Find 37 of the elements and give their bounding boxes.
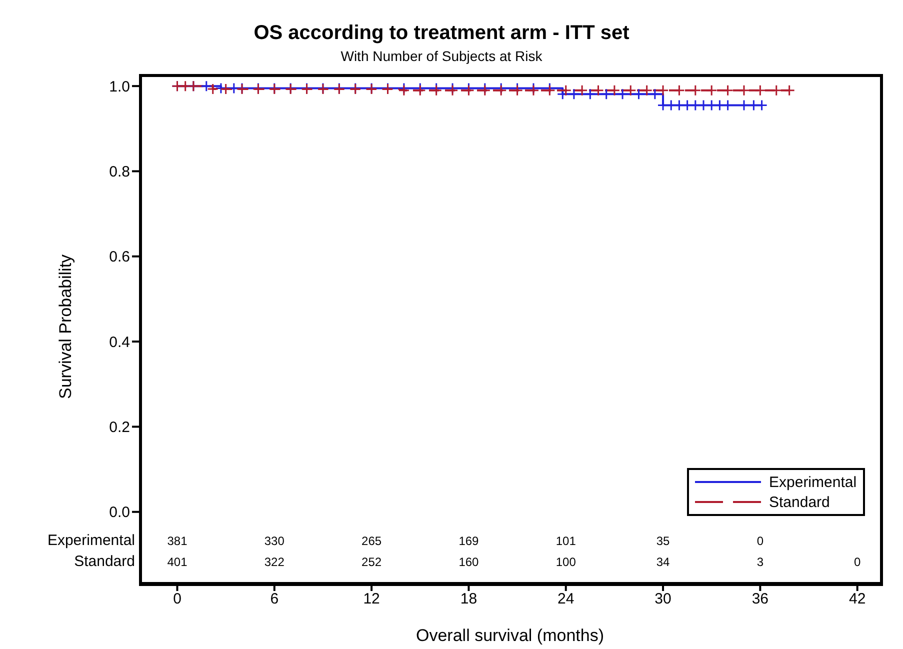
chart-subtitle: With Number of Subjects at Risk [340,48,544,64]
annotation: 35 [655,534,671,548]
x-tick-label: 18 [460,590,478,608]
x-tick-label: 42 [848,590,866,608]
x-axis-title: Overall survival (months) [416,626,604,645]
y-tick-label: 0.4 [109,334,130,351]
annotation: 322 [263,555,286,569]
y-axis-title: Survival Probability [56,254,76,399]
annotation: 0 [852,555,862,569]
annotation: 401 [166,555,188,569]
annotation: 100 [554,555,577,569]
legend-label: Standard [769,494,831,510]
y-tick-label: 0.2 [109,419,130,436]
x-tick-label: 6 [270,590,279,608]
annotation: 265 [360,534,383,548]
annotation: 381 [166,534,188,548]
y-tick-label: 1.0 [109,78,130,96]
annotation: 252 [360,555,383,569]
chart-title: OS according to treatment arm - ITT set [252,22,630,45]
annotation: 3 [756,555,765,569]
y-tick-label: 0.8 [109,164,130,181]
annotation: 34 [655,555,671,569]
annotation: 101 [554,534,577,548]
x-tick-label: 30 [654,590,672,608]
annotation: 160 [458,555,480,569]
x-tick-label: 24 [558,590,574,608]
annotation: 169 [458,534,480,548]
text: Experimental [47,532,135,549]
annotation: 0 [756,534,765,548]
y-tick-label: 0.6 [109,248,130,266]
x-tick-label: 12 [363,590,380,608]
x-tick-label: 0 [173,590,182,608]
y-tick-label: 0.0 [109,504,130,522]
text: Standard [74,553,135,570]
annotation: 330 [263,534,286,548]
x-tick-label: 36 [752,590,769,608]
legend-label: Experimental [769,474,858,490]
